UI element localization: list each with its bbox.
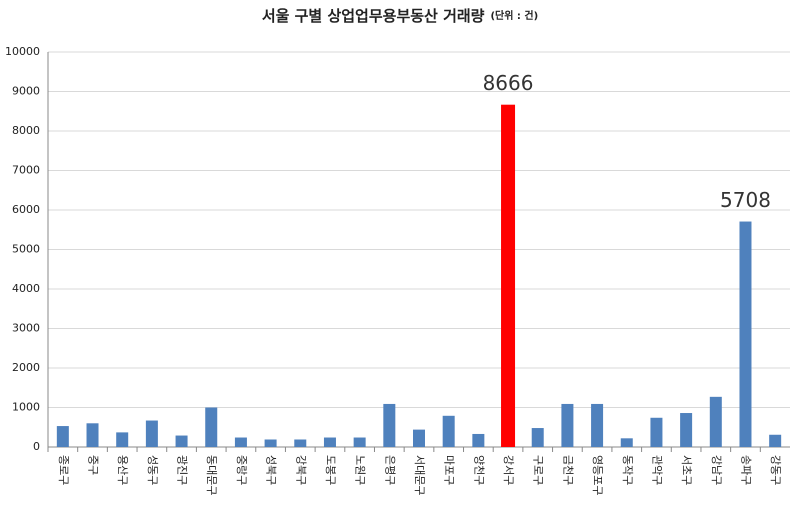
x-tick-label: 노원구: [354, 455, 367, 485]
title: 서울 구별 상업업무용부동산 거래량: [262, 7, 485, 25]
y-tick-label: 9000: [12, 85, 40, 98]
bar: [680, 413, 693, 447]
bar: [353, 437, 366, 447]
x-tick-label: 마포구: [443, 455, 456, 485]
bar: [472, 433, 485, 447]
y-tick-label: 7000: [12, 164, 40, 177]
bar: [531, 428, 544, 447]
bar: [561, 403, 574, 447]
bar: [294, 439, 307, 447]
y-tick-label: 4000: [12, 282, 40, 295]
x-tick-label: 종로구: [57, 455, 70, 485]
y-tick-label: 5000: [12, 243, 40, 256]
y-tick-label: 3000: [12, 322, 40, 335]
bar: [591, 403, 604, 447]
x-tick-label: 서대문구: [413, 455, 426, 495]
unit: (단위 : 건): [490, 9, 538, 22]
bar: [739, 221, 752, 447]
x-tick-label: 광진구: [176, 455, 189, 485]
bar: [650, 417, 663, 447]
bar: [323, 437, 336, 447]
x-tick-label: 동작구: [621, 455, 634, 485]
x-tick-label: 관악구: [650, 455, 663, 485]
x-tick-label: 강북구: [294, 455, 307, 485]
x-tick-label: 강동구: [769, 455, 782, 485]
x-tick-label: 용산구: [116, 455, 129, 485]
bar: [86, 423, 99, 447]
x-tick-label: 송파구: [739, 455, 752, 485]
y-tick-label: 2000: [12, 361, 40, 374]
bar: [501, 104, 516, 448]
y-tick-label: 1000: [12, 401, 40, 414]
bar: [175, 435, 188, 447]
x-tick-label: 양천구: [472, 455, 486, 485]
y-tick-label: 8000: [12, 124, 40, 137]
bar: [56, 426, 69, 447]
bar: [620, 438, 633, 447]
x-tick-label: 서초구: [680, 455, 693, 485]
bar: [205, 407, 218, 447]
bar: [413, 429, 425, 447]
x-tick-label: 강남구: [710, 455, 723, 485]
bar: [709, 396, 722, 447]
x-tick-label: 영등포구: [591, 455, 604, 495]
data-label: 5708: [720, 188, 771, 212]
x-tick-label: 중랑구: [235, 455, 248, 485]
bar: [383, 403, 396, 447]
bar: [145, 420, 158, 447]
bar: [769, 434, 782, 447]
x-tick-label: 은평구: [383, 455, 396, 485]
data-label: 8666: [483, 71, 534, 95]
x-tick-label: 성동구: [146, 455, 159, 485]
bar: [234, 437, 247, 447]
y-tick-label: 0: [33, 440, 40, 453]
x-tick-label: 중구: [87, 455, 100, 475]
x-tick-label: 구로구: [532, 455, 545, 485]
y-tick-label: 6000: [12, 203, 40, 216]
chart-title: 서울 구별 상업업무용부동산 거래량 (단위 : 건): [262, 7, 538, 25]
bar: [264, 439, 277, 447]
x-tick-label: 강서구: [502, 455, 515, 485]
x-tick-label: 금천구: [561, 455, 575, 485]
bar: [116, 432, 129, 447]
y-tick-label: 10000: [5, 45, 40, 58]
bar: [442, 415, 455, 447]
x-tick-label: 도봉구: [324, 455, 337, 485]
x-tick-label: 동대문구: [205, 455, 218, 495]
x-tick-label: 성북구: [265, 455, 278, 485]
